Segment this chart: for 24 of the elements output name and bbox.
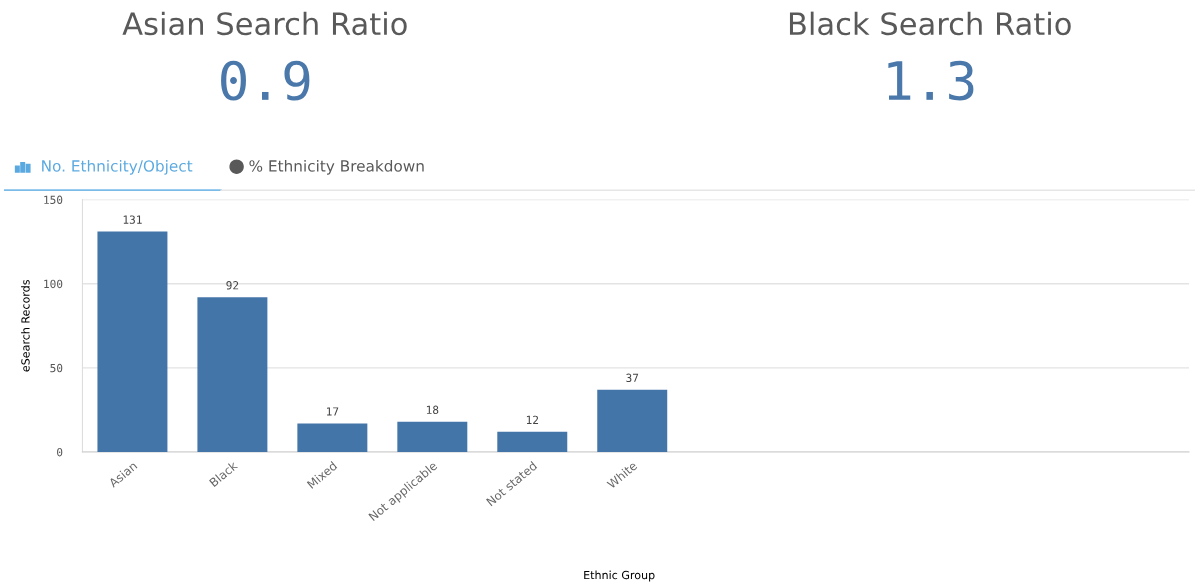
bar bbox=[297, 423, 368, 452]
data-label: 1.3 bbox=[888, 60, 974, 101]
data-label: 12 bbox=[526, 415, 539, 424]
text: No. Ethnicity/Object bbox=[42, 159, 193, 175]
y-tick-label: 100 bbox=[44, 279, 63, 289]
text: Black Search Ratio bbox=[789, 11, 1071, 36]
bar bbox=[197, 297, 268, 452]
y-axis-title: eSearch Records bbox=[21, 279, 30, 372]
y-tick-label: 0 bbox=[57, 447, 63, 457]
y-tick-label: 50 bbox=[50, 363, 63, 373]
text: Asian Search Ratio bbox=[122, 11, 407, 36]
data-label: 131 bbox=[123, 215, 142, 224]
data-label: 18 bbox=[426, 405, 439, 414]
data-label: 17 bbox=[327, 407, 339, 416]
bar bbox=[397, 421, 468, 452]
data-label: 0.9 bbox=[221, 60, 310, 101]
bar bbox=[597, 389, 668, 452]
bar bbox=[497, 431, 568, 452]
bar bbox=[97, 231, 168, 452]
data-label: 37 bbox=[626, 373, 639, 383]
x-axis-title: Ethnic Group bbox=[584, 570, 655, 582]
text: % Ethnicity Breakdown bbox=[249, 159, 424, 175]
data-label: 92 bbox=[226, 281, 239, 290]
y-tick-label: 150 bbox=[44, 195, 63, 204]
